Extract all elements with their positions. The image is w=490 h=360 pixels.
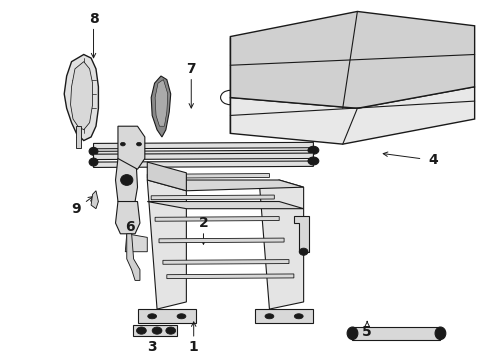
Ellipse shape [308, 146, 319, 154]
Ellipse shape [347, 327, 358, 339]
Text: 2: 2 [198, 216, 208, 230]
Text: 5: 5 [362, 325, 372, 339]
Ellipse shape [137, 327, 147, 334]
Polygon shape [147, 173, 186, 309]
Polygon shape [127, 234, 140, 280]
Ellipse shape [308, 157, 319, 165]
Polygon shape [91, 191, 98, 209]
Polygon shape [167, 274, 294, 279]
Polygon shape [94, 150, 314, 157]
Text: 7: 7 [186, 62, 196, 76]
Polygon shape [260, 180, 304, 309]
Polygon shape [64, 54, 98, 140]
Polygon shape [147, 180, 304, 191]
Polygon shape [138, 309, 196, 323]
Polygon shape [71, 62, 93, 130]
Polygon shape [76, 126, 81, 148]
Polygon shape [118, 126, 145, 169]
Ellipse shape [124, 177, 130, 183]
Ellipse shape [148, 314, 157, 319]
Ellipse shape [265, 314, 274, 319]
Polygon shape [116, 202, 140, 234]
Ellipse shape [121, 142, 125, 146]
Ellipse shape [121, 175, 133, 185]
Ellipse shape [137, 142, 142, 146]
Polygon shape [255, 309, 314, 323]
Polygon shape [147, 174, 270, 178]
Polygon shape [94, 161, 314, 167]
Polygon shape [151, 195, 274, 200]
Polygon shape [125, 234, 147, 252]
Text: 6: 6 [125, 220, 135, 234]
Polygon shape [94, 153, 314, 159]
Ellipse shape [89, 158, 98, 166]
Polygon shape [163, 260, 289, 264]
Polygon shape [352, 327, 441, 339]
Text: 9: 9 [72, 202, 81, 216]
Polygon shape [147, 202, 304, 209]
Polygon shape [159, 238, 284, 243]
Polygon shape [230, 12, 475, 108]
Polygon shape [94, 142, 314, 149]
Ellipse shape [435, 327, 446, 339]
Text: 3: 3 [147, 340, 157, 354]
Ellipse shape [152, 327, 162, 334]
Polygon shape [230, 87, 475, 144]
Polygon shape [155, 80, 168, 126]
Polygon shape [151, 76, 171, 137]
Ellipse shape [294, 314, 303, 319]
Ellipse shape [299, 248, 308, 255]
Text: 1: 1 [189, 340, 198, 354]
Text: 8: 8 [89, 12, 98, 26]
Polygon shape [147, 162, 186, 191]
Ellipse shape [89, 147, 98, 155]
Polygon shape [294, 216, 309, 252]
Polygon shape [116, 151, 138, 209]
Ellipse shape [166, 327, 175, 334]
Polygon shape [155, 217, 279, 221]
Ellipse shape [177, 314, 186, 319]
Polygon shape [133, 325, 176, 336]
Text: 4: 4 [428, 153, 438, 167]
